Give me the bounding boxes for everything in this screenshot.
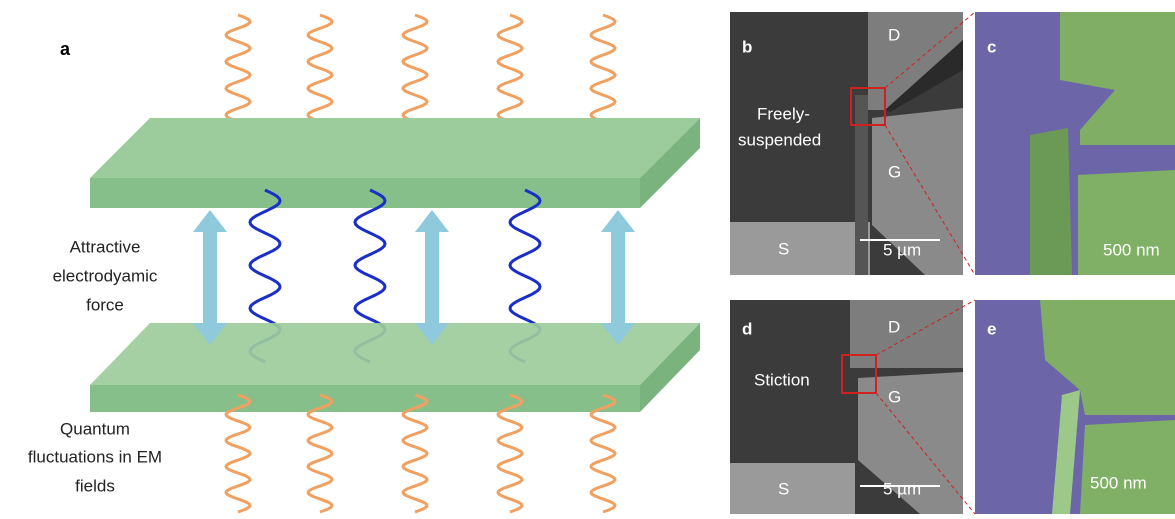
- figure: a Attractive electrodyamic force Quantum…: [0, 0, 1175, 519]
- em-wave: [591, 15, 615, 135]
- state-label: suspended: [738, 130, 821, 149]
- terminal-label: S: [778, 239, 789, 258]
- fluctuation-label: fields: [75, 476, 115, 495]
- force-arrow: [193, 210, 227, 345]
- em-wave: [308, 395, 332, 512]
- micrograph: [975, 12, 1175, 275]
- waves: [226, 395, 615, 512]
- em-wave: [226, 395, 250, 512]
- waves: [226, 15, 615, 135]
- panel-label: b: [742, 37, 752, 56]
- panel-label: d: [742, 319, 752, 338]
- fluctuation-label: Quantum: [60, 419, 130, 438]
- em-wave: [498, 395, 522, 512]
- micrograph: [730, 300, 963, 514]
- terminal-label: G: [888, 162, 901, 181]
- force-label: Attractive: [70, 237, 141, 256]
- top-plate: [90, 118, 700, 208]
- state-label: Freely-: [757, 104, 810, 123]
- force-arrow: [415, 210, 449, 345]
- scale-bar-label: 500 nm: [1090, 473, 1147, 492]
- em-wave: [591, 395, 615, 512]
- state-label: Stiction: [754, 370, 810, 389]
- scale-bar-label: 500 nm: [1103, 240, 1160, 259]
- force-label: force: [86, 295, 124, 314]
- em-wave: [308, 15, 332, 135]
- em-wave: [403, 15, 427, 135]
- panel-label: a: [60, 39, 71, 59]
- fluctuation-label: fluctuations in EM: [28, 447, 162, 466]
- em-wave: [226, 15, 250, 135]
- terminal-label: G: [888, 387, 901, 406]
- panel-label: c: [987, 37, 996, 56]
- force-label: electrodyamic: [53, 266, 158, 285]
- panel-label: e: [987, 319, 996, 338]
- bottom-plate: [90, 323, 700, 412]
- em-wave: [403, 395, 427, 512]
- terminal-label: D: [888, 317, 900, 336]
- scale-bar-label: 5 µm: [883, 479, 921, 498]
- terminal-label: D: [888, 25, 900, 44]
- terminal-label: S: [778, 479, 789, 498]
- em-wave: [498, 15, 522, 135]
- scale-bar-label: 5 µm: [883, 240, 921, 259]
- force-arrow: [601, 210, 635, 345]
